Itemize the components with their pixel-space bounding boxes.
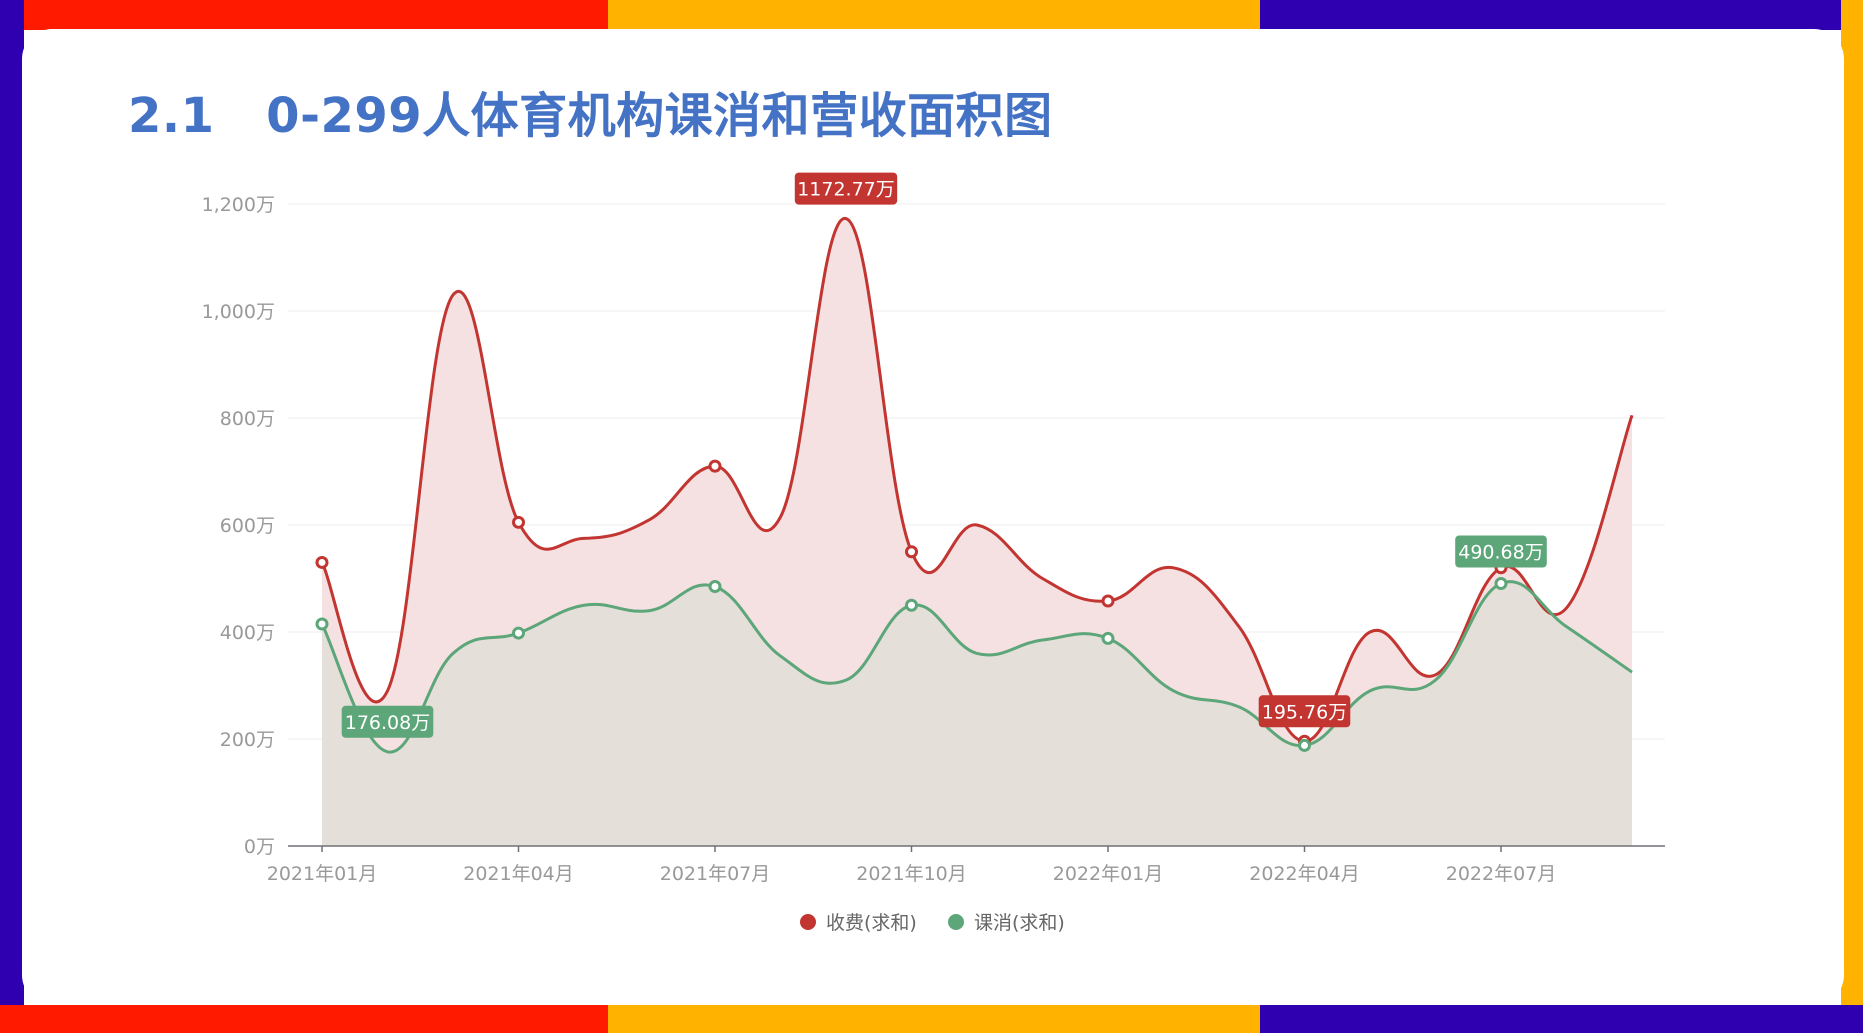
- data-point[interactable]: [1298, 738, 1311, 752]
- max-label-revenue-box: [794, 172, 898, 205]
- max-label-consumption: 490.68万: [1458, 541, 1543, 563]
- data-point[interactable]: [512, 626, 525, 640]
- data-point[interactable]: [315, 617, 329, 631]
- max-label-revenue: 1172.77万: [797, 179, 895, 201]
- x-tick-label: 2021年01月: [267, 863, 378, 885]
- max-label-consumption-box: [1455, 535, 1547, 568]
- min-label-revenue: 195.76万: [1262, 701, 1347, 723]
- y-tick-label: 1,200万: [202, 194, 275, 216]
- y-tick-label: 600万: [220, 515, 275, 537]
- y-tick-label: 400万: [220, 622, 275, 644]
- bottom-band-yellow: [608, 1005, 1260, 1033]
- legend-label-0[interactable]: 收费(求和): [826, 912, 917, 934]
- bottom-band-red: [0, 1005, 608, 1033]
- y-tick-label: 0万: [244, 836, 275, 858]
- data-point[interactable]: [1101, 631, 1115, 645]
- data-point[interactable]: [905, 545, 918, 559]
- min-label-consumption: 176.08万: [345, 712, 430, 734]
- y-tick-label: 800万: [220, 408, 275, 430]
- legend-marker-1[interactable]: [948, 914, 964, 930]
- data-point[interactable]: [1494, 576, 1508, 590]
- data-point[interactable]: [512, 515, 525, 529]
- data-point[interactable]: [708, 580, 722, 594]
- y-tick-label: 200万: [220, 729, 275, 751]
- series-area-1: [322, 581, 1632, 846]
- x-tick-label: 2021年04月: [463, 863, 574, 885]
- data-point[interactable]: [1101, 594, 1115, 608]
- y-tick-label: 1,000万: [202, 301, 275, 323]
- x-tick-label: 2022年07月: [1446, 863, 1557, 885]
- x-tick-label: 2021年10月: [856, 863, 967, 885]
- top-band-purple: [1260, 0, 1863, 30]
- legend-marker-0[interactable]: [800, 914, 816, 930]
- min-label-revenue-box: [1258, 695, 1351, 728]
- data-point[interactable]: [905, 598, 918, 612]
- legend-label-1[interactable]: 课消(求和): [974, 912, 1065, 934]
- min-label-consumption-box: [341, 705, 434, 738]
- right-band-yellow: [1841, 0, 1863, 1033]
- x-tick-label: 2022年01月: [1053, 863, 1164, 885]
- data-point[interactable]: [315, 555, 329, 569]
- x-tick-label: 2021年07月: [660, 863, 771, 885]
- top-band-red: [0, 0, 608, 30]
- left-band-purple: [0, 0, 24, 1033]
- bottom-band-purple: [1260, 1005, 1863, 1033]
- data-point[interactable]: [708, 459, 722, 473]
- x-tick-label: 2022年04月: [1249, 863, 1360, 885]
- top-band-yellow: [608, 0, 1260, 30]
- page-title: 2.1 0-299人体育机构课消和营收面积图: [128, 88, 1053, 144]
